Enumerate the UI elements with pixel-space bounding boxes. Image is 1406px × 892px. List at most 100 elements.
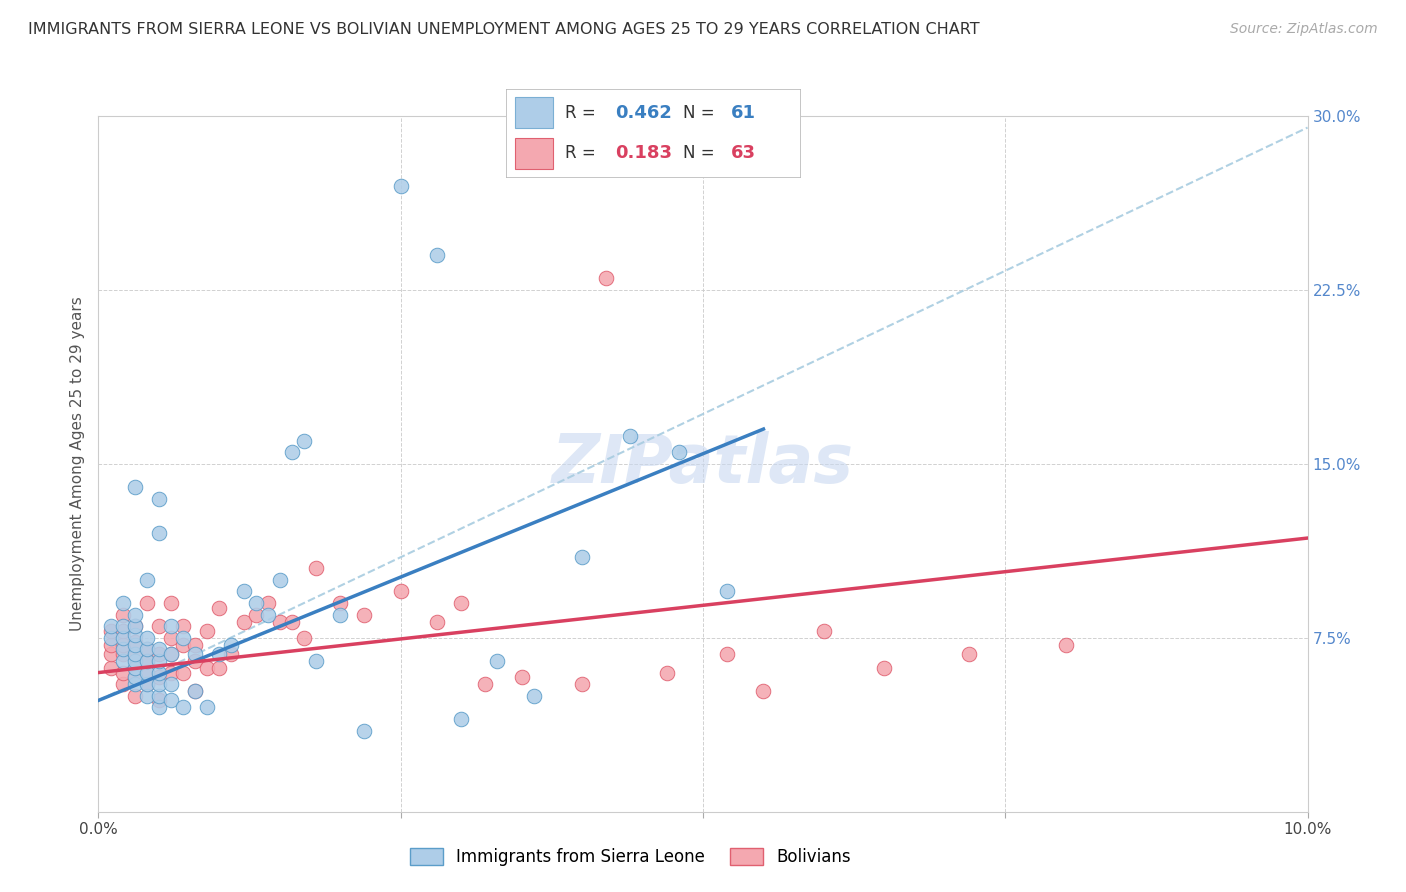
Point [486, 654, 509, 668]
Point [124, 635, 146, 649]
Point [148, 665, 170, 680]
Text: N =: N = [683, 103, 720, 122]
Point [195, 661, 218, 675]
Point [160, 677, 183, 691]
Point [474, 677, 496, 691]
Point [269, 573, 291, 587]
Point [111, 631, 134, 645]
Point [124, 654, 146, 668]
Point [353, 607, 375, 622]
Point [100, 631, 122, 645]
Point [256, 596, 278, 610]
Point [305, 654, 328, 668]
Point [160, 619, 183, 633]
Legend: Immigrants from Sierra Leone, Bolivians: Immigrants from Sierra Leone, Bolivians [404, 841, 858, 873]
Point [148, 677, 170, 691]
Point [208, 661, 231, 675]
Point [426, 615, 449, 629]
Point [160, 647, 183, 661]
Point [523, 689, 546, 703]
Point [111, 596, 134, 610]
Point [389, 178, 412, 193]
Text: R =: R = [565, 103, 602, 122]
Point [124, 628, 146, 642]
Point [111, 677, 134, 691]
Point [172, 665, 194, 680]
Point [148, 693, 170, 707]
Text: N =: N = [683, 144, 720, 162]
Point [389, 584, 412, 599]
Point [148, 654, 170, 668]
Point [124, 689, 146, 703]
Point [135, 654, 157, 668]
Point [184, 638, 207, 652]
Point [232, 584, 254, 599]
Point [329, 596, 352, 610]
Point [148, 619, 170, 633]
Y-axis label: Unemployment Among Ages 25 to 29 years: Unemployment Among Ages 25 to 29 years [70, 296, 86, 632]
Point [668, 445, 690, 459]
Text: 63: 63 [731, 144, 755, 162]
Point [135, 665, 157, 680]
Point [184, 647, 207, 661]
Point [124, 638, 146, 652]
Point [619, 429, 641, 443]
Point [292, 434, 315, 448]
Point [172, 631, 194, 645]
Point [281, 445, 304, 459]
Point [124, 480, 146, 494]
Point [184, 654, 207, 668]
Point [172, 700, 194, 714]
Point [111, 665, 134, 680]
Point [245, 596, 267, 610]
Point [135, 654, 157, 668]
Point [160, 596, 183, 610]
Point [111, 619, 134, 633]
Point [135, 665, 157, 680]
FancyBboxPatch shape [506, 89, 801, 178]
Point [124, 619, 146, 633]
Point [148, 526, 170, 541]
Point [510, 670, 533, 684]
Point [100, 638, 122, 652]
Point [353, 723, 375, 738]
Text: 0.183: 0.183 [616, 144, 672, 162]
Point [208, 647, 231, 661]
Point [281, 615, 304, 629]
Point [148, 689, 170, 703]
Point [172, 619, 194, 633]
Point [148, 700, 170, 714]
Point [135, 573, 157, 587]
Point [160, 647, 183, 661]
Point [148, 647, 170, 661]
Point [100, 619, 122, 633]
Point [716, 584, 738, 599]
Point [571, 549, 593, 564]
Point [195, 624, 218, 638]
Point [957, 647, 980, 661]
Point [208, 600, 231, 615]
Point [148, 670, 170, 684]
Point [135, 596, 157, 610]
Point [172, 638, 194, 652]
Point [111, 654, 134, 668]
Point [148, 491, 170, 506]
Point [148, 642, 170, 657]
Point [100, 624, 122, 638]
FancyBboxPatch shape [515, 138, 554, 169]
Point [135, 642, 157, 657]
Point [111, 624, 134, 638]
Point [813, 624, 835, 638]
Point [184, 684, 207, 698]
Point [135, 631, 157, 645]
Point [195, 700, 218, 714]
Point [135, 677, 157, 691]
Text: ZIPatlas: ZIPatlas [553, 431, 853, 497]
Point [124, 661, 146, 675]
Point [426, 248, 449, 262]
Point [655, 665, 678, 680]
Text: R =: R = [565, 144, 602, 162]
Point [305, 561, 328, 575]
Text: 61: 61 [731, 103, 755, 122]
Point [595, 271, 617, 285]
